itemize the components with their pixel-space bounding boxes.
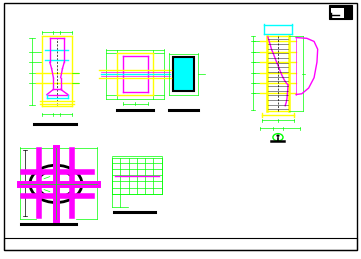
Bar bbox=[4, 238, 357, 250]
Bar bbox=[329, 5, 352, 19]
Circle shape bbox=[30, 165, 82, 203]
Bar bbox=[173, 57, 194, 91]
Circle shape bbox=[38, 171, 74, 197]
Bar bbox=[331, 8, 344, 18]
Circle shape bbox=[276, 135, 279, 137]
